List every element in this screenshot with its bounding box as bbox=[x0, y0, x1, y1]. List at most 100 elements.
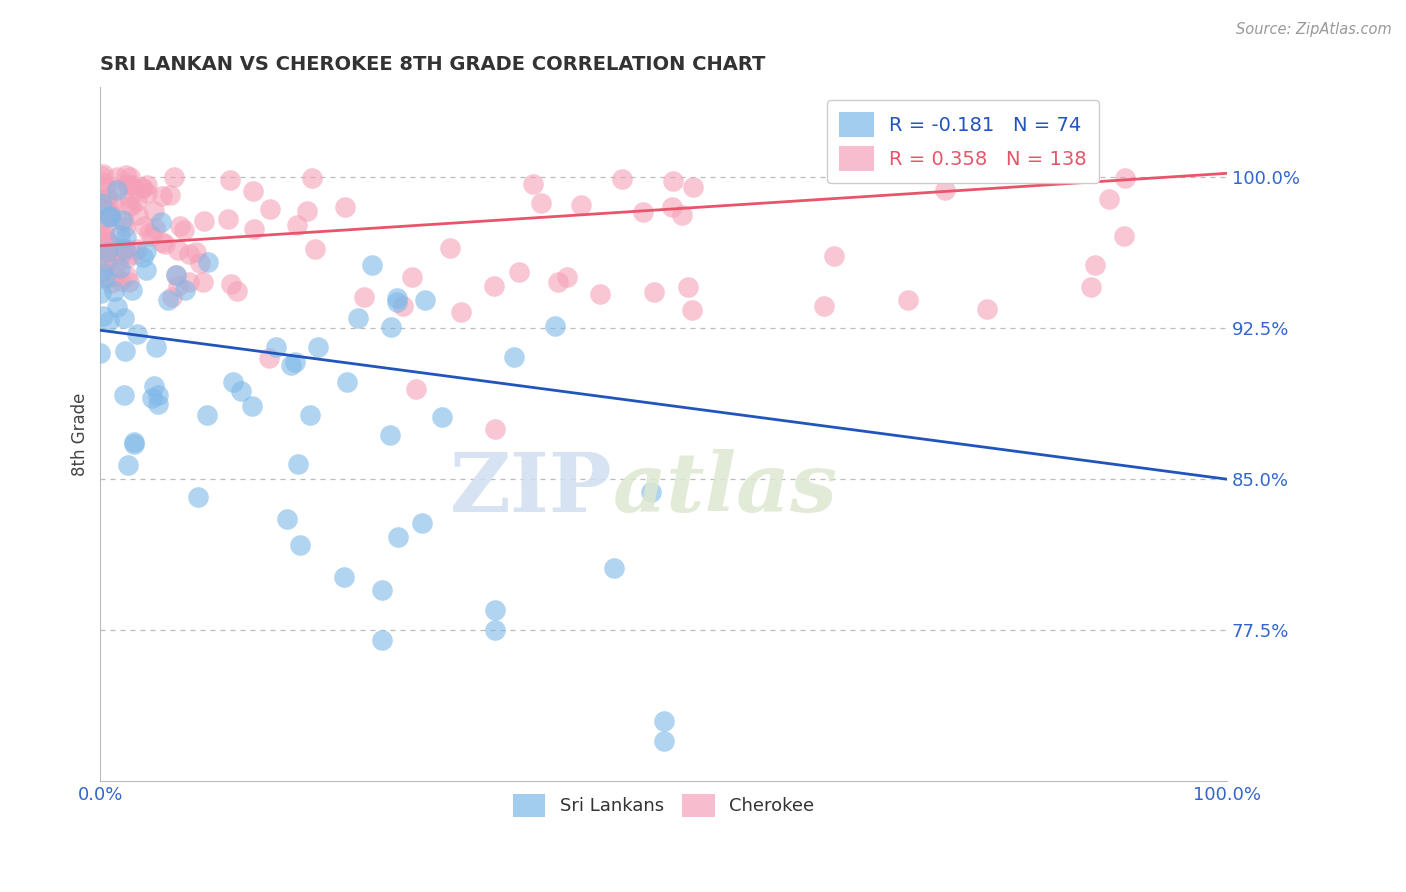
Point bbox=[98, 210, 121, 224]
Point bbox=[142, 204, 165, 219]
Point bbox=[589, 287, 612, 301]
Point bbox=[90, 169, 112, 184]
Point bbox=[652, 733, 675, 747]
Point bbox=[165, 268, 187, 282]
Point bbox=[662, 174, 685, 188]
Point bbox=[544, 318, 567, 333]
Point bbox=[640, 485, 662, 500]
Point bbox=[240, 399, 263, 413]
Point bbox=[484, 422, 506, 436]
Point bbox=[163, 170, 186, 185]
Point bbox=[108, 244, 131, 258]
Point bbox=[118, 169, 141, 184]
Point bbox=[191, 275, 214, 289]
Point bbox=[114, 242, 136, 256]
Point bbox=[114, 219, 136, 234]
Point bbox=[242, 184, 264, 198]
Point bbox=[134, 219, 156, 233]
Point bbox=[105, 301, 128, 315]
Point bbox=[177, 275, 200, 289]
Point bbox=[115, 251, 138, 265]
Point bbox=[193, 214, 215, 228]
Point bbox=[439, 241, 461, 255]
Point bbox=[122, 435, 145, 450]
Point bbox=[221, 277, 243, 292]
Point bbox=[1112, 229, 1135, 244]
Point bbox=[135, 263, 157, 277]
Point bbox=[259, 351, 281, 366]
Point bbox=[97, 208, 120, 222]
Point bbox=[1098, 192, 1121, 206]
Point bbox=[131, 181, 153, 195]
Point bbox=[94, 228, 117, 243]
Point bbox=[217, 211, 239, 226]
Point bbox=[96, 245, 118, 260]
Point bbox=[671, 208, 693, 222]
Point bbox=[150, 189, 173, 203]
Point bbox=[360, 258, 382, 272]
Text: atlas: atlas bbox=[613, 450, 838, 530]
Point bbox=[555, 270, 578, 285]
Point bbox=[111, 212, 134, 227]
Point bbox=[90, 286, 112, 301]
Point bbox=[135, 178, 157, 192]
Point bbox=[91, 265, 114, 279]
Point bbox=[93, 178, 115, 193]
Point bbox=[125, 242, 148, 256]
Point bbox=[101, 239, 124, 253]
Point bbox=[93, 270, 115, 285]
Point bbox=[122, 436, 145, 450]
Point bbox=[160, 290, 183, 304]
Point bbox=[371, 633, 394, 648]
Point bbox=[387, 531, 409, 545]
Point bbox=[117, 458, 139, 472]
Point bbox=[612, 172, 634, 186]
Point bbox=[96, 218, 118, 232]
Point bbox=[90, 242, 112, 256]
Point bbox=[118, 275, 141, 289]
Point bbox=[98, 209, 121, 223]
Point bbox=[221, 375, 243, 389]
Point bbox=[280, 358, 302, 372]
Point bbox=[813, 299, 835, 313]
Point bbox=[101, 195, 124, 210]
Point bbox=[304, 242, 326, 256]
Point bbox=[97, 240, 120, 254]
Point bbox=[401, 270, 423, 285]
Point bbox=[98, 249, 121, 263]
Point bbox=[150, 215, 173, 229]
Point bbox=[229, 384, 252, 398]
Point bbox=[93, 258, 115, 272]
Point bbox=[105, 169, 128, 184]
Point bbox=[226, 285, 249, 299]
Point bbox=[157, 293, 180, 308]
Point bbox=[115, 229, 138, 244]
Point bbox=[484, 623, 506, 637]
Point bbox=[114, 388, 136, 402]
Point bbox=[104, 268, 127, 283]
Point bbox=[117, 178, 139, 193]
Point bbox=[96, 235, 118, 249]
Point bbox=[152, 235, 174, 249]
Point bbox=[661, 201, 683, 215]
Text: Source: ZipAtlas.com: Source: ZipAtlas.com bbox=[1236, 22, 1392, 37]
Point bbox=[98, 313, 121, 327]
Point bbox=[159, 187, 181, 202]
Point bbox=[187, 490, 209, 504]
Point bbox=[166, 243, 188, 257]
Point bbox=[96, 235, 118, 250]
Point bbox=[353, 290, 375, 304]
Point bbox=[173, 283, 195, 297]
Point bbox=[430, 409, 453, 424]
Point bbox=[347, 310, 370, 325]
Point bbox=[195, 409, 218, 423]
Point bbox=[110, 239, 132, 253]
Point bbox=[114, 168, 136, 182]
Y-axis label: 8th Grade: 8th Grade bbox=[72, 392, 89, 475]
Point bbox=[91, 309, 114, 323]
Point bbox=[96, 254, 118, 268]
Point bbox=[141, 228, 163, 243]
Point bbox=[284, 355, 307, 369]
Point bbox=[91, 240, 114, 254]
Point bbox=[104, 243, 127, 257]
